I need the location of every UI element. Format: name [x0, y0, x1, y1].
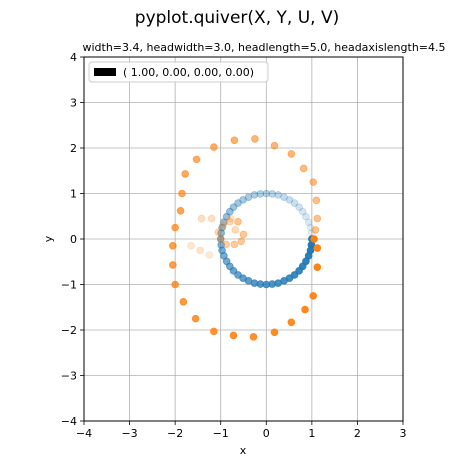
y-tick-label: −1	[61, 279, 77, 292]
orange-series-point	[309, 292, 318, 300]
orange-series-point	[230, 240, 239, 249]
orange-series-point	[313, 214, 322, 223]
y-tick-label: −3	[61, 370, 77, 383]
orange-series-point	[231, 226, 240, 234]
y-tick-label: 4	[70, 51, 77, 64]
blue-series-point	[298, 207, 307, 216]
orange-series-point	[251, 135, 259, 143]
orange-series-point	[237, 237, 246, 246]
blue-series-point	[290, 199, 299, 207]
blue-series-point	[274, 191, 282, 199]
blue-series-point	[220, 218, 228, 226]
orange-series-point	[205, 251, 214, 259]
orange-series-point	[229, 331, 238, 340]
orange-series-point	[270, 328, 279, 337]
blue-series-point	[250, 191, 259, 199]
orange-series-point	[176, 206, 185, 215]
blue-series-point	[256, 190, 265, 198]
y-tick-label: 1	[70, 188, 77, 201]
orange-series-point	[270, 141, 279, 150]
x-tick-label: 2	[354, 427, 361, 440]
orange-series-point	[234, 217, 242, 226]
y-tick-label: 2	[70, 142, 77, 155]
axis-ticks: −4 −3 −2 −1 0 1 2 3 −4 −3 −2 −1 0 1 2 3 4	[61, 51, 407, 440]
blue-series-point	[262, 189, 271, 198]
x-tick-label: −2	[167, 427, 183, 440]
orange-series-point	[226, 217, 234, 226]
orange-series-point	[219, 221, 227, 230]
blue-series-point	[226, 207, 234, 216]
legend: ( 1.00, 0.00, 0.00, 0.00)	[88, 61, 269, 83]
x-tick-label: −1	[213, 427, 229, 440]
orange-series-point	[187, 242, 195, 250]
orange-series-point	[214, 228, 223, 236]
orange-series-point	[169, 261, 177, 269]
orange-series-point	[287, 318, 296, 327]
blue-series-point	[218, 223, 226, 232]
orange-series-point	[216, 235, 225, 243]
axes-subtitle: width=3.4, headwidth=3.0, headlength=5.0…	[82, 41, 445, 54]
orange-series-point	[197, 214, 206, 223]
orange-series-point	[309, 178, 318, 186]
blue-series-point	[304, 218, 313, 226]
x-tick-label: −4	[76, 427, 92, 440]
x-tick-label: −3	[121, 427, 137, 440]
orange-series-point	[179, 297, 188, 306]
legend-entry-label: ( 1.00, 0.00, 0.00, 0.00)	[123, 66, 254, 79]
orange-series-point	[312, 196, 321, 205]
x-tick-label: 3	[400, 427, 407, 440]
y-tick-label: −2	[61, 324, 77, 337]
blue-series-point	[239, 196, 247, 204]
blue-series-point	[222, 212, 231, 221]
orange-series-point	[196, 246, 205, 255]
legend-quiver-swatch	[94, 68, 116, 76]
y-tick-label: 0	[70, 233, 77, 246]
orange-series-point	[169, 242, 177, 250]
orange-series-point	[313, 263, 322, 272]
orange-series-point	[230, 136, 239, 145]
blue-series-point	[295, 203, 303, 211]
orange-series-point	[310, 235, 318, 243]
orange-series-point	[301, 305, 309, 314]
figure-title: pyplot.quiver(X, Y, U, V)	[135, 8, 339, 28]
x-tick-label: 0	[263, 427, 270, 440]
y-tick-label: −4	[61, 415, 77, 428]
y-axis-label: y	[42, 235, 55, 242]
blue-series-point	[229, 203, 238, 211]
legend-box	[88, 61, 269, 83]
plot-area	[169, 135, 322, 341]
orange-series-point	[226, 214, 235, 223]
orange-series-point	[207, 214, 216, 223]
orange-series-point	[287, 150, 296, 158]
blue-series-point	[234, 199, 242, 207]
blue-series-point	[306, 223, 315, 232]
blue-series-point	[302, 212, 310, 221]
x-tick-label: 1	[308, 427, 315, 440]
orange-series-point	[222, 240, 230, 249]
orange-series-point	[299, 164, 308, 173]
orange-series-point	[210, 143, 218, 151]
orange-series-point	[181, 170, 189, 178]
orange-series-point	[178, 189, 186, 198]
x-axis-label: x	[240, 444, 247, 457]
y-tick-label: 3	[70, 97, 77, 110]
orange-series-point	[171, 223, 179, 232]
orange-series-point	[311, 226, 320, 234]
orange-series-point	[192, 155, 201, 164]
orange-series-point	[313, 244, 322, 252]
orange-series-point	[171, 280, 179, 289]
orange-series-point	[191, 314, 200, 323]
orange-series-point	[239, 230, 248, 239]
blue-series-point	[285, 196, 294, 204]
orange-series-point	[210, 327, 218, 336]
orange-series-point	[249, 333, 258, 341]
blue-series-point	[268, 190, 277, 198]
blue-series-point	[244, 193, 253, 201]
blue-series-point	[280, 193, 288, 201]
